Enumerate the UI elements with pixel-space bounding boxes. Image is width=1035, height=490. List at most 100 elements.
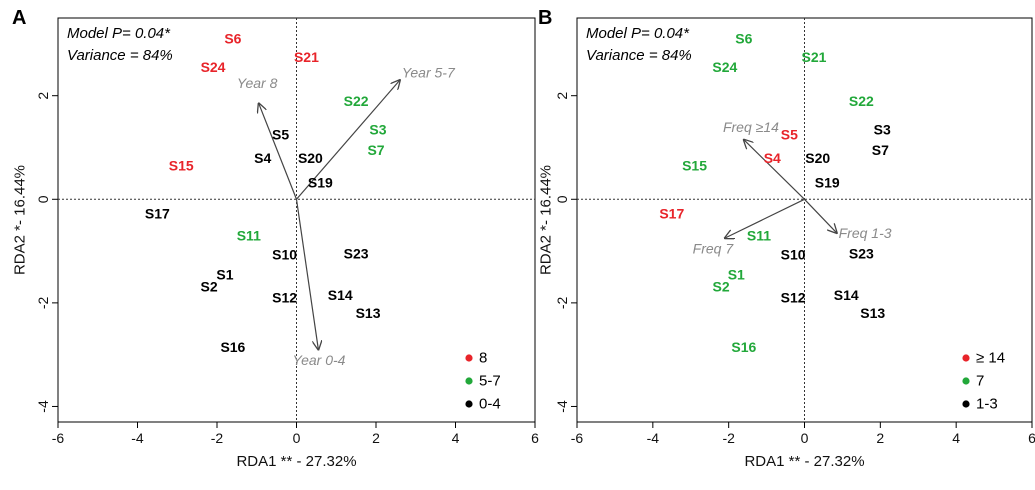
vector-arrow (744, 140, 805, 200)
y-tick-label: 2 (554, 92, 570, 100)
site-point-label: S6 (735, 31, 752, 47)
site-point-label: S21 (802, 49, 827, 65)
site-point-label: S15 (169, 158, 194, 174)
y-axis-title: RDA2 *- 16.44% (12, 165, 29, 275)
site-point-label: S23 (849, 246, 874, 262)
x-tick-label: -4 (131, 430, 144, 446)
x-axis-title: RDA1 ** - 27.32% (236, 453, 356, 470)
x-tick-label: -4 (647, 430, 660, 446)
site-point-label: S2 (713, 278, 730, 294)
y-tick-label: 0 (554, 195, 570, 203)
vector-arrow-label: Year 5-7 (402, 65, 456, 81)
site-point-label: S11 (747, 228, 771, 244)
site-point-label: S4 (764, 150, 781, 166)
site-point-label: S7 (367, 142, 384, 158)
legend-label: 0-4 (479, 396, 501, 413)
y-axis-title: RDA2 *- 16.44% (538, 165, 555, 275)
legend-dot (465, 354, 473, 362)
x-axis-title: RDA1 ** - 27.32% (744, 453, 864, 470)
vector-arrow-label: Year 8 (237, 75, 278, 91)
site-point-label: S3 (369, 121, 386, 137)
x-tick-label: -2 (211, 430, 224, 446)
vector-arrow (804, 198, 837, 233)
x-tick-label: -2 (722, 430, 735, 446)
y-tick-label: -4 (554, 400, 570, 413)
legend-dot (465, 400, 473, 408)
site-point-label: S3 (874, 121, 891, 137)
vector-arrow (296, 80, 400, 200)
site-point-label: S16 (731, 339, 756, 355)
site-point-label: S14 (328, 287, 353, 303)
panel-a: A -6 -4 -2 0 2 4 6 -4 -2 0 2 RDA1 ** - 27.32% RDA2 *-… (12, 7, 540, 470)
site-point-label: S24 (201, 59, 226, 75)
vector-arrow-label: Freq ≥14 (723, 119, 779, 135)
legend-label: 7 (976, 373, 984, 390)
legend-dot (465, 377, 473, 385)
panel-b: B -6 -4 -2 0 2 4 6 -4 -2 0 2 RDA1 ** - 27.32% RDA2 *-… (538, 7, 1035, 470)
x-tick-label: 6 (531, 430, 539, 446)
site-point-label: S1 (216, 266, 233, 282)
site-point-label: S23 (344, 246, 369, 262)
y-tick-label: -4 (35, 400, 51, 413)
legend-dot (962, 354, 970, 362)
model-annotation: Model P= 0.04* (67, 25, 171, 42)
y-tick-label: -2 (554, 296, 570, 309)
legend-label: 5-7 (479, 373, 501, 390)
site-point-label: S4 (254, 150, 271, 166)
site-point-label: S1 (728, 266, 745, 282)
x-tick-label: 6 (1028, 430, 1035, 446)
site-point-label: S22 (344, 93, 369, 109)
vector-arrow (259, 103, 298, 200)
site-point-label: S11 (237, 228, 261, 244)
legend-label: 8 (479, 350, 487, 367)
site-point-label: S5 (781, 127, 798, 143)
site-point-label: S10 (781, 247, 806, 263)
site-point-label: S21 (294, 49, 319, 65)
x-tick-label: 0 (293, 430, 301, 446)
legend-label: ≥ 14 (976, 350, 1005, 367)
x-tick-label: 4 (952, 430, 960, 446)
y-tick-label: 0 (35, 195, 51, 203)
site-point-label: S17 (145, 205, 170, 221)
site-point-label: S7 (872, 142, 889, 158)
model-annotation: Model P= 0.04* (586, 25, 690, 42)
site-point-label: S2 (200, 278, 217, 294)
legend-dot (962, 400, 970, 408)
x-tick-label: 4 (452, 430, 460, 446)
vector-arrow-label: Freq 1-3 (839, 225, 892, 241)
site-point-label: S12 (781, 290, 806, 306)
site-point-label: S24 (712, 59, 737, 75)
site-point-label: S22 (849, 93, 874, 109)
site-point-label: S17 (659, 205, 684, 221)
x-tick-label: 2 (876, 430, 884, 446)
site-point-label: S13 (356, 305, 381, 321)
site-point-label: S16 (220, 339, 245, 355)
x-tick-label: 2 (372, 430, 380, 446)
site-point-label: S6 (224, 31, 241, 47)
site-point-label: S10 (272, 247, 297, 263)
x-tick-label: -6 (52, 430, 65, 446)
y-tick-label: -2 (35, 296, 51, 309)
x-tick-label: 0 (801, 430, 809, 446)
vector-arrow-label: Freq 7 (693, 241, 735, 257)
site-point-label: S19 (815, 175, 840, 191)
legend-dot (962, 377, 970, 385)
panel-letter: A (12, 7, 26, 29)
site-point-label: S13 (860, 305, 885, 321)
site-point-label: S19 (308, 175, 333, 191)
site-point-label: S14 (834, 287, 859, 303)
vector-arrow (725, 198, 805, 238)
site-point-label: S20 (805, 150, 830, 166)
site-point-label: S15 (682, 158, 707, 174)
vector-arrow-label: Year 0-4 (293, 352, 346, 368)
model-annotation: Variance = 84% (67, 47, 173, 64)
x-tick-label: -6 (571, 430, 584, 446)
model-annotation: Variance = 84% (586, 47, 692, 64)
panel-letter: B (538, 7, 552, 29)
site-point-label: S5 (272, 127, 289, 143)
legend-label: 1-3 (976, 396, 998, 413)
site-point-label: S20 (298, 150, 323, 166)
site-point-label: S12 (272, 290, 297, 306)
y-tick-label: 2 (35, 92, 51, 100)
